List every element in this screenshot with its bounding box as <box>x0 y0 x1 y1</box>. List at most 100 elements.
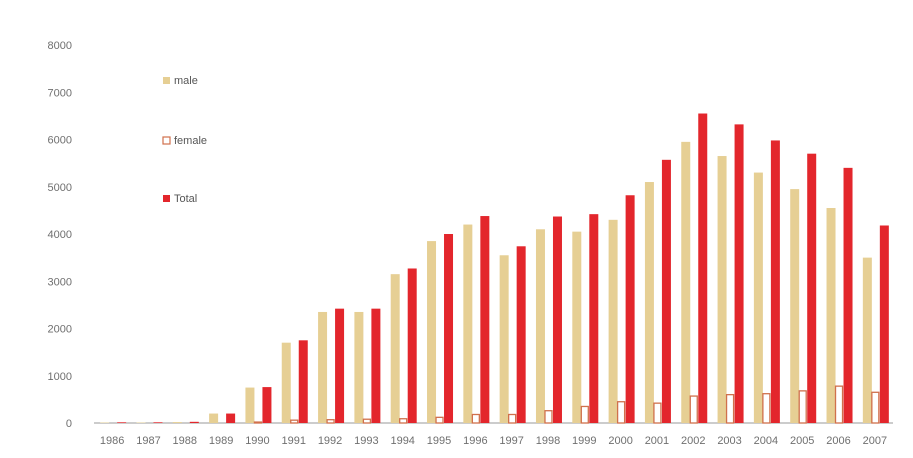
bar-female <box>508 413 517 424</box>
y-tick-label: 0 <box>66 418 72 430</box>
bar-male <box>790 189 800 423</box>
y-tick-label: 3000 <box>48 276 72 288</box>
bar-total <box>153 422 163 423</box>
x-tick-label: 2007 <box>863 435 887 447</box>
bar-male <box>172 422 182 423</box>
x-tick-label: 2000 <box>608 435 632 447</box>
bar-total <box>807 153 817 424</box>
bar-female <box>399 418 408 424</box>
x-tick-label: 1989 <box>209 435 233 447</box>
x-tick-label: 2004 <box>754 435 778 447</box>
x-axis: 1986 1987 1988 1989 1990 1991 1992 1993 1994 1995… <box>94 422 893 447</box>
bars-group <box>100 113 889 424</box>
bar-male <box>608 219 618 423</box>
x-tick-label: 1990 <box>245 435 269 447</box>
x-tick-label: 1993 <box>354 435 378 447</box>
x-tick-label: 1994 <box>390 435 414 447</box>
y-tick-label: 1000 <box>48 371 72 383</box>
bar-total <box>371 308 381 423</box>
legend-label-female: female <box>174 135 207 147</box>
x-tick-label: 1987 <box>136 435 160 447</box>
x-tick-label: 2001 <box>645 435 669 447</box>
bar-total <box>552 216 562 423</box>
bar-total <box>444 234 454 423</box>
bar-female <box>653 402 662 424</box>
y-tick-label: 7000 <box>48 87 72 99</box>
bar-total <box>843 167 853 423</box>
x-tick-label: 2003 <box>717 435 741 447</box>
bar-male <box>209 413 219 423</box>
y-tick-label: 2000 <box>48 324 72 336</box>
bar-female <box>544 410 553 424</box>
bar-female <box>871 391 880 424</box>
bar-female <box>362 418 372 424</box>
bar-male <box>644 182 654 423</box>
legend: male female Total <box>162 75 207 205</box>
legend-label-total: Total <box>174 193 197 205</box>
bar-male <box>862 257 872 423</box>
bar-total <box>661 159 671 423</box>
bar-total <box>117 422 127 423</box>
bar-male <box>681 141 691 424</box>
bar-female <box>834 385 844 424</box>
bar-female <box>580 405 589 424</box>
bar-female <box>798 390 807 424</box>
bar-female <box>689 395 698 424</box>
bar-total <box>407 268 417 423</box>
bar-total <box>770 140 780 423</box>
legend-swatch-female <box>162 136 171 145</box>
y-axis: 0 1000 2000 3000 4000 5000 6000 7000 8000 <box>48 40 72 430</box>
legend-swatch-total <box>163 195 170 202</box>
bar-total <box>734 124 744 423</box>
bar-female <box>471 413 480 424</box>
x-tick-label: 2005 <box>790 435 814 447</box>
bar-male <box>717 156 727 423</box>
bar-male <box>535 229 545 423</box>
bar-total <box>589 214 599 423</box>
bar-female <box>725 393 735 424</box>
bar-total <box>262 387 272 423</box>
bar-female <box>435 416 444 424</box>
bar-male <box>427 241 437 423</box>
legend-label-male: male <box>174 75 198 87</box>
bar-male <box>245 387 255 423</box>
x-tick-label: 1997 <box>499 435 523 447</box>
x-tick-label: 1995 <box>427 435 451 447</box>
bar-total <box>698 113 708 423</box>
bar-female <box>616 401 626 424</box>
y-tick-label: 8000 <box>48 40 72 52</box>
bar-male <box>318 311 328 423</box>
x-tick-label: 1986 <box>100 435 124 447</box>
bar-total <box>226 413 236 423</box>
y-tick-label: 5000 <box>48 182 72 194</box>
bar-female <box>253 421 263 424</box>
bar-female <box>762 393 771 424</box>
bar-male <box>572 231 582 423</box>
x-tick-label: 1992 <box>318 435 342 447</box>
bar-male <box>463 224 473 423</box>
bar-total <box>625 195 635 423</box>
x-tick-label: 1991 <box>282 435 306 447</box>
bar-male <box>354 311 364 423</box>
bar-total <box>298 340 308 423</box>
bar-male <box>499 255 509 423</box>
bar-total <box>189 421 199 423</box>
x-tick-label: 1988 <box>173 435 197 447</box>
bar-female <box>290 419 299 424</box>
x-tick-label: 1998 <box>536 435 560 447</box>
bar-male <box>753 172 763 423</box>
legend-swatch-male <box>163 77 170 84</box>
bar-female <box>326 419 335 424</box>
x-tick-label: 2006 <box>826 435 850 447</box>
bar-total <box>335 308 345 423</box>
y-tick-label: 6000 <box>48 135 72 147</box>
bar-total <box>516 246 526 423</box>
bar-male <box>281 342 291 423</box>
bar-male <box>390 274 400 423</box>
x-tick-label: 2002 <box>681 435 705 447</box>
y-tick-label: 4000 <box>48 229 72 241</box>
x-tick-label: 1996 <box>463 435 487 447</box>
bar-total <box>879 225 889 423</box>
